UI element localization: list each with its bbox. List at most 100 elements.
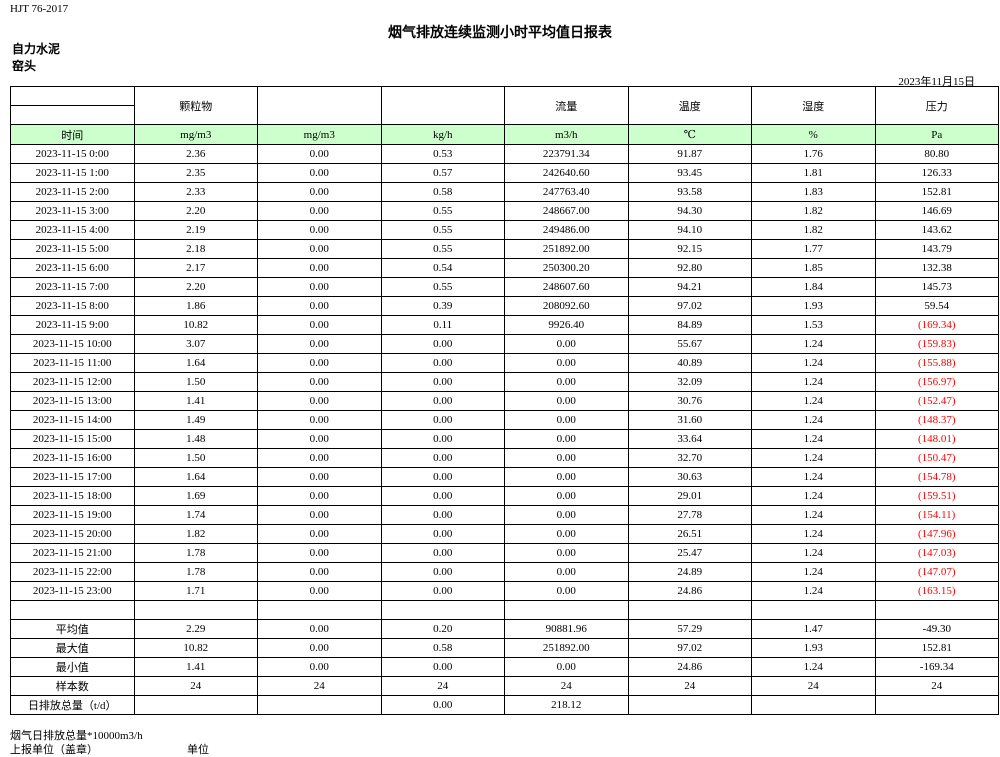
value-cell: 0.00 [504, 448, 629, 468]
summary-row: 样本数 24 24 24 24 24 24 24 [10, 676, 999, 696]
value-cell: 1.41 [133, 391, 258, 411]
value-cell: 26.51 [627, 524, 752, 544]
value-cell: 92.15 [627, 239, 752, 259]
value-cell: 145.73 [874, 277, 999, 297]
value-cell: 0.00 [257, 277, 382, 297]
value-cell: 0.00 [504, 486, 629, 506]
table-row: 2023-11-15 9:00 10.82 0.00 0.11 9926.40 84.89… [10, 315, 999, 335]
value-cell: (148.37) [874, 410, 999, 430]
value-cell: 248667.00 [504, 201, 629, 221]
unit-cell: mg/m3 [133, 124, 258, 145]
summary-value: 24 [627, 676, 752, 696]
value-cell: 1.24 [751, 524, 876, 544]
time-cell: 2023-11-15 15:00 [10, 429, 135, 449]
value-cell: 0.00 [257, 467, 382, 487]
units-row: 时间 mg/m3 mg/m3 kg/h m3/h ℃% Pa [10, 124, 999, 145]
value-cell: 1.24 [751, 391, 876, 411]
value-cell: 208092.60 [504, 296, 629, 316]
footer-reporter-unit: 单位 [187, 744, 209, 756]
value-cell: (159.51) [874, 486, 999, 506]
summary-value: 1.93 [751, 638, 876, 658]
value-cell: 2.19 [133, 220, 258, 240]
value-cell: 0.00 [380, 448, 505, 468]
value-cell: 0.00 [380, 505, 505, 525]
time-cell: 2023-11-15 22:00 [10, 562, 135, 582]
value-cell: 93.58 [627, 182, 752, 202]
table-row: 2023-11-15 19:00 1.74 0.00 0.00 0.00 27.78 1.2… [10, 505, 999, 525]
value-cell: 24.89 [627, 562, 752, 582]
value-cell: 0.00 [504, 353, 629, 373]
value-cell: 143.79 [874, 239, 999, 259]
value-cell: 2.35 [133, 163, 258, 183]
value-cell: 1.78 [133, 562, 258, 582]
empty-cell [380, 600, 505, 620]
value-cell: 1.64 [133, 353, 258, 373]
value-cell: 0.00 [504, 391, 629, 411]
value-cell: 0.00 [504, 505, 629, 525]
value-cell: 2.18 [133, 239, 258, 259]
unit-cell: m3/h [504, 124, 629, 145]
summary-value: 1.47 [751, 619, 876, 639]
time-cell: 2023-11-15 9:00 [10, 315, 135, 335]
header-row: 颗粒物 流量 温度 湿度 压力 [10, 86, 999, 125]
summary-value: 0.00 [257, 619, 382, 639]
value-cell: 1.24 [751, 562, 876, 582]
empty-cell [504, 600, 629, 620]
value-cell: 223791.34 [504, 144, 629, 164]
time-cell: 2023-11-15 13:00 [10, 391, 135, 411]
time-cell: 2023-11-15 12:00 [10, 372, 135, 392]
value-cell: 0.00 [380, 581, 505, 601]
value-cell: (147.03) [874, 543, 999, 563]
summary-value: 1.24 [751, 657, 876, 677]
value-cell: 1.53 [751, 315, 876, 335]
value-cell: (150.47) [874, 448, 999, 468]
value-cell: 1.24 [751, 581, 876, 601]
value-cell: (148.01) [874, 429, 999, 449]
value-cell: 29.01 [627, 486, 752, 506]
standard-code: HJT 76-2017 [10, 3, 69, 15]
value-cell: 84.89 [627, 315, 752, 335]
equipment-unit: 窑头 [12, 59, 37, 73]
summary-value: 10.82 [133, 638, 258, 658]
value-cell: 32.70 [627, 448, 752, 468]
header-cell: 温度 [627, 86, 752, 125]
value-cell: 1.24 [751, 353, 876, 373]
footer-note: 烟气日排放总量*10000m3/h [10, 730, 143, 742]
value-cell: 0.00 [504, 562, 629, 582]
value-cell: 0.39 [380, 296, 505, 316]
value-cell: 132.38 [874, 258, 999, 278]
value-cell: 242640.60 [504, 163, 629, 183]
summary-value: 24 [504, 676, 629, 696]
empty-cell [874, 600, 999, 620]
value-cell: 1.24 [751, 543, 876, 563]
report-date: 2023年11月15日 [898, 76, 975, 88]
time-cell: 2023-11-15 17:00 [10, 467, 135, 487]
time-cell: 2023-11-15 1:00 [10, 163, 135, 183]
value-cell: 0.00 [257, 334, 382, 354]
value-cell: 1.69 [133, 486, 258, 506]
value-cell: 1.78 [133, 543, 258, 563]
value-cell: 0.00 [257, 258, 382, 278]
value-cell: 1.86 [133, 296, 258, 316]
value-cell: 0.00 [380, 410, 505, 430]
time-cell: 2023-11-15 21:00 [10, 543, 135, 563]
value-cell: 0.00 [504, 543, 629, 563]
value-cell: 0.00 [257, 372, 382, 392]
value-cell: 0.00 [257, 486, 382, 506]
summary-row: 日排放总量（t/d） 0.00 218.12 [10, 695, 999, 715]
summary-value: 1.41 [133, 657, 258, 677]
summary-value: 218.12 [504, 695, 629, 715]
time-cell: 2023-11-15 3:00 [10, 201, 135, 221]
empty-cell [627, 600, 752, 620]
table-row: 2023-11-15 13:00 1.41 0.00 0.00 0.00 30.76 1.2… [10, 391, 999, 411]
table-row: 2023-11-15 17:00 1.64 0.00 0.00 0.00 30.63 1.2… [10, 467, 999, 487]
summary-value: 0.00 [257, 657, 382, 677]
value-cell: 0.00 [257, 220, 382, 240]
value-cell: 1.71 [133, 581, 258, 601]
company-name: 自力水泥 [12, 42, 61, 56]
value-cell: 247763.40 [504, 182, 629, 202]
value-cell: 0.54 [380, 258, 505, 278]
time-cell: 2023-11-15 14:00 [10, 410, 135, 430]
value-cell: 0.00 [257, 448, 382, 468]
value-cell: (147.07) [874, 562, 999, 582]
